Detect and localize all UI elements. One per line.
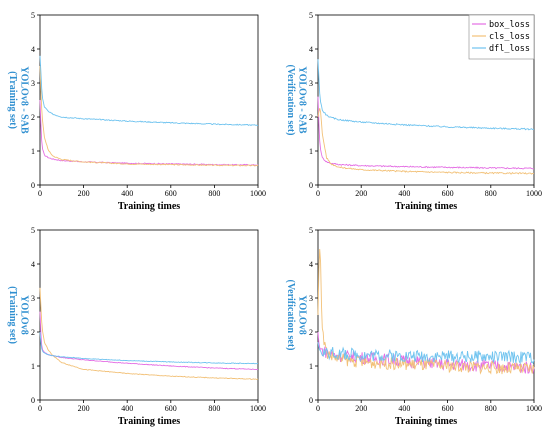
y-tick-label: 5 [31, 11, 35, 20]
y-tick-label: 4 [31, 260, 35, 269]
x-tick-label: 1000 [526, 189, 542, 198]
y-tick-label: 1 [31, 362, 35, 371]
y-tick-label: 3 [31, 294, 35, 303]
chart-panel-2: 0 200 400 600 800 1000 0 1 2 3 4 5 Training times YOL… [285, 11, 542, 212]
x-axis-label: Training times [118, 201, 180, 212]
y-tick-label: 0 [309, 396, 313, 405]
series-line-dfl-loss [39, 331, 258, 365]
series-line-cls-loss [39, 287, 259, 380]
x-axis-label: Training times [395, 201, 457, 212]
chart-panel-3: 0 200 400 600 800 1000 0 1 2 3 4 5 Training times YOL… [7, 226, 266, 427]
y-tick-label: 2 [31, 328, 35, 337]
series-line-dfl-loss [39, 55, 259, 127]
y-tick-label: 2 [31, 113, 35, 122]
y-axis-label: YOLOv8(Verification set) [285, 280, 308, 351]
y-tick-label: 1 [31, 147, 35, 156]
legend-label: dfl_loss [489, 44, 530, 54]
x-tick-label: 800 [208, 189, 220, 198]
x-tick-label: 200 [355, 189, 367, 198]
plot-frame [39, 14, 259, 186]
x-tick-label: 600 [165, 404, 177, 413]
x-tick-label: 0 [316, 404, 320, 413]
series-line-dfl-loss [317, 59, 534, 131]
y-tick-label: 2 [309, 113, 313, 122]
series-line-box-loss [39, 311, 259, 371]
y-tick-label: 3 [309, 79, 313, 88]
series-line-box-loss [317, 96, 534, 170]
x-tick-label: 400 [121, 189, 133, 198]
y-tick-label: 4 [309, 260, 313, 269]
x-tick-label: 200 [355, 404, 367, 413]
x-tick-label: 800 [485, 189, 497, 198]
y-tick-label: 0 [31, 396, 35, 405]
series-line-box-loss [39, 99, 259, 166]
y-tick-label: 3 [31, 79, 35, 88]
x-tick-label: 1000 [526, 404, 542, 413]
y-tick-label: 5 [309, 11, 313, 20]
y-axis-label: YOLOv8 - SAB(Training set) [7, 66, 30, 134]
y-axis-label-line: (Verification set) [285, 65, 296, 136]
x-tick-label: 800 [208, 404, 220, 413]
y-tick-label: 0 [31, 181, 35, 190]
legend-box [468, 14, 535, 60]
x-tick-label: 0 [316, 189, 320, 198]
y-axis-label-line: YOLOv8 [19, 295, 30, 334]
plot-frame [317, 229, 535, 401]
x-tick-label: 400 [121, 404, 133, 413]
plot-frame [39, 229, 259, 401]
x-tick-label: 0 [38, 189, 42, 198]
x-tick-label: 1000 [250, 404, 266, 413]
series-line-cls-loss [39, 65, 259, 167]
x-tick-label: 0 [38, 404, 42, 413]
y-tick-label: 0 [309, 181, 313, 190]
y-tick-label: 1 [309, 362, 313, 371]
x-axis-label: Training times [395, 416, 457, 427]
y-axis-label: YOLOv8 - SAB(Verification set) [285, 65, 308, 136]
series-line-cls-loss [317, 108, 535, 175]
x-tick-label: 600 [165, 189, 177, 198]
x-tick-label: 1000 [250, 189, 266, 198]
chart-panel-4: 0 200 400 600 800 1000 0 1 2 3 4 5 Training times YOL… [285, 226, 542, 427]
y-tick-label: 4 [31, 45, 35, 54]
x-tick-label: 200 [78, 189, 90, 198]
y-axis-label-line: (Verification set) [285, 280, 296, 351]
y-tick-label: 4 [309, 45, 313, 54]
y-tick-label: 3 [309, 294, 313, 303]
y-axis-label-line: (Training set) [7, 286, 18, 344]
legend-label: cls_loss [489, 32, 530, 42]
series-line-cls-loss [317, 248, 535, 375]
series-line-dfl-loss [317, 342, 535, 365]
y-tick-label: 5 [309, 226, 313, 235]
x-tick-label: 200 [78, 404, 90, 413]
x-tick-label: 400 [398, 189, 410, 198]
x-axis-label: Training times [118, 416, 180, 427]
x-tick-label: 400 [398, 404, 410, 413]
y-axis-label-line: YOLOv8 [297, 295, 308, 334]
y-axis-label-line: (Training set) [7, 71, 18, 129]
legend-label: box_loss [489, 20, 530, 30]
y-tick-label: 1 [309, 147, 313, 156]
legend: box_loss cls_loss dfl_loss [468, 14, 535, 60]
y-tick-label: 2 [309, 328, 313, 337]
x-tick-label: 800 [485, 404, 497, 413]
chart-panel-1: 0 200 400 600 800 1000 0 1 2 3 4 5 Training times YOL… [7, 11, 266, 212]
x-tick-label: 600 [442, 404, 454, 413]
y-axis-label-line: YOLOv8 - SAB [19, 66, 30, 134]
y-tick-label: 5 [31, 226, 35, 235]
y-axis-label: YOLOv8(Training set) [7, 286, 30, 344]
x-tick-label: 600 [442, 189, 454, 198]
y-axis-label-line: YOLOv8 - SAB [297, 66, 308, 134]
